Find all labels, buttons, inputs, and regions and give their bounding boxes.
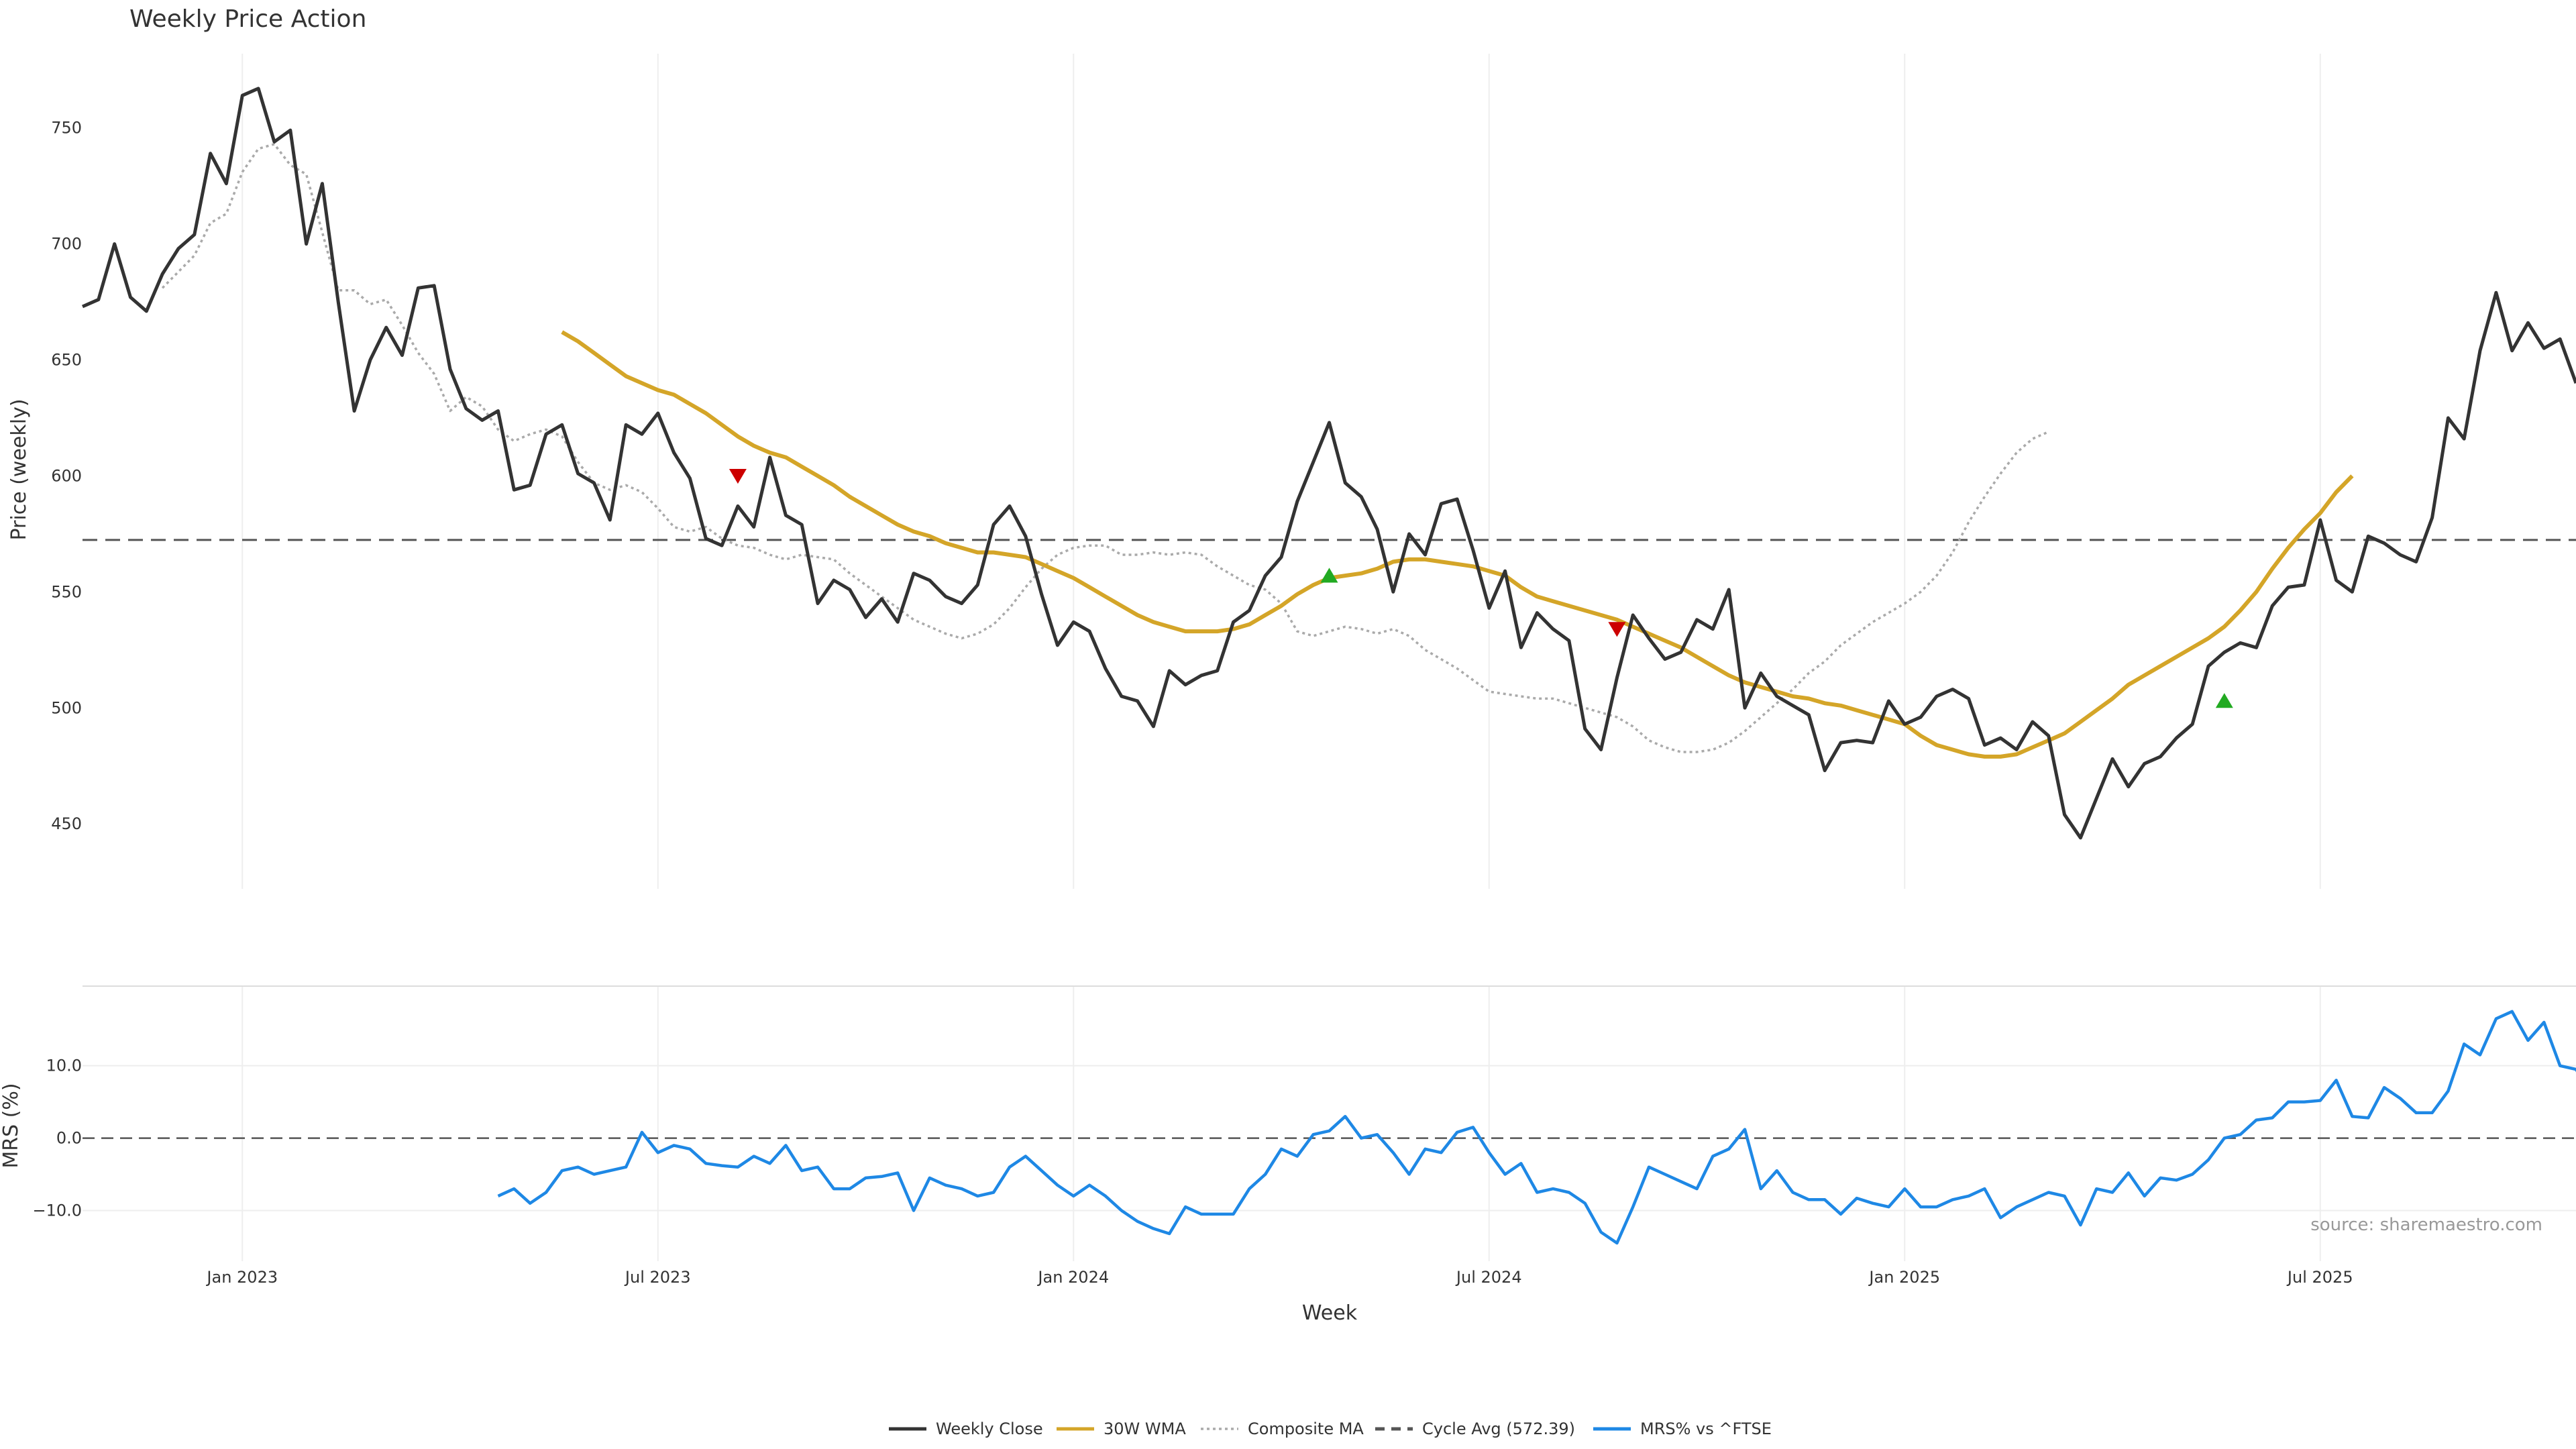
x-tick-label: Jan 2025	[1868, 1268, 1940, 1287]
y-tick-label-main: 550	[51, 582, 82, 601]
legend-label: MRS% vs ^FTSE	[1640, 1419, 1772, 1438]
x-tick-label: Jan 2024	[1036, 1268, 1109, 1287]
series-mrs	[497, 1010, 2576, 1245]
y-tick-label-mrs: 10.0	[46, 1057, 82, 1075]
buy-signal-marker	[2215, 693, 2233, 708]
sell-signal-marker	[1608, 622, 1626, 637]
y-axis-title-main: Price (weekly)	[7, 398, 31, 540]
series-composite-ma	[161, 143, 2049, 753]
series-weekly-close	[81, 87, 2576, 840]
legend-label: Cycle Avg (572.39)	[1422, 1419, 1575, 1438]
legend-label: 30W WMA	[1104, 1419, 1186, 1438]
x-tick-label: Jul 2023	[624, 1268, 691, 1287]
y-tick-label-main: 600	[51, 466, 82, 485]
y-tick-label-mrs: 0.0	[56, 1129, 82, 1148]
legend-label: Composite MA	[1248, 1419, 1364, 1438]
y-tick-label-mrs: −10.0	[32, 1201, 82, 1220]
legend-label: Weekly Close	[936, 1419, 1043, 1438]
x-axis-title: Week	[1302, 1301, 1358, 1325]
x-tick-label: Jul 2025	[2286, 1268, 2353, 1287]
x-tick-label: Jul 2024	[1455, 1268, 1522, 1287]
chart-title: Weekly Price Action	[129, 5, 366, 33]
series-30w-wma	[561, 330, 2354, 759]
y-tick-label-main: 500	[51, 698, 82, 717]
y-tick-label-main: 700	[51, 235, 82, 254]
y-axis-title-mrs: MRS (%)	[0, 1083, 23, 1168]
y-tick-label-main: 450	[51, 814, 82, 833]
y-tick-label-main: 650	[51, 351, 82, 370]
x-tick-label: Jan 2023	[205, 1268, 278, 1287]
source-label: source: sharemaestro.com	[2310, 1215, 2542, 1235]
y-tick-label-main: 750	[51, 119, 82, 138]
buy-signal-marker	[1320, 568, 1338, 583]
sell-signal-marker	[729, 469, 747, 484]
